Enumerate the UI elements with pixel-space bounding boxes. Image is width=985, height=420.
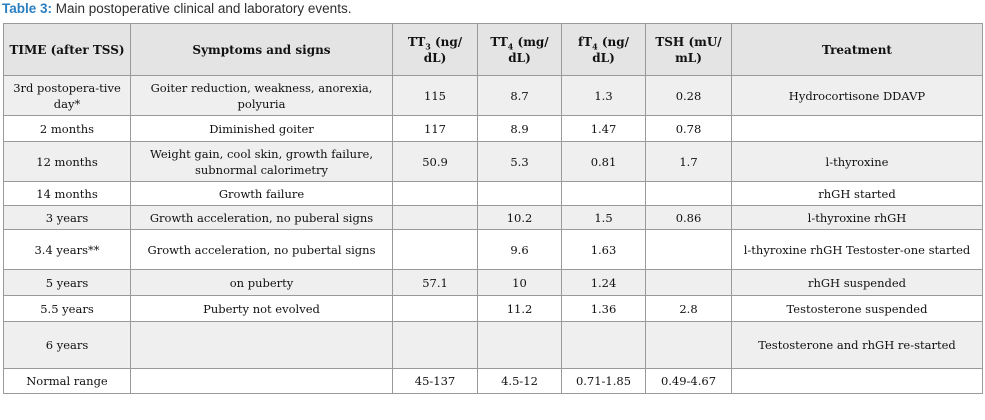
cell-ft4: 1.36 <box>561 295 646 322</box>
caption-text: Main postoperative clinical and laborato… <box>55 1 352 16</box>
table-row: 2 months Diminished goiter 117 8.9 1.47 0.78 <box>3 115 983 142</box>
header-tt4: TT4 (mg/ dL) <box>477 23 562 76</box>
cell-tsh: 0.86 <box>645 205 732 230</box>
cell-tt3: 115 <box>392 75 478 116</box>
cell-tt4: 8.9 <box>477 115 562 142</box>
table-caption: Table 3: Main postoperative clinical and… <box>2 0 351 18</box>
cell-treatment: Testosterone suspended <box>731 295 983 322</box>
cell-tsh: 1.7 <box>645 141 732 182</box>
cell-symptoms <box>130 368 393 394</box>
cell-tt3: 45-137 <box>392 368 478 394</box>
cell-treatment: Hydrocortisone DDAVP <box>731 75 983 116</box>
cell-ft4: 1.47 <box>561 115 646 142</box>
cell-symptoms: Weight gain, cool skin, growth failure, … <box>130 141 393 182</box>
cell-time: 5.5 years <box>3 295 131 322</box>
table-row: 3.4 years** Growth acceleration, no puber… <box>3 229 983 270</box>
cell-symptoms: Growth acceleration, no puberal signs <box>130 205 393 230</box>
cell-tt4: 11.2 <box>477 295 562 322</box>
cell-tt3: 50.9 <box>392 141 478 182</box>
cell-ft4: 1.24 <box>561 269 646 296</box>
cell-symptoms: on puberty <box>130 269 393 296</box>
cell-symptoms: Growth acceleration, no pubertal signs <box>130 229 393 270</box>
cell-symptoms: Growth failure <box>130 181 393 206</box>
cell-tt3 <box>392 181 478 206</box>
cell-tt4 <box>477 321 562 369</box>
table-row: 3rd postopera-tive day* Goiter reduction,… <box>3 75 983 116</box>
cell-symptoms: Puberty not evolved <box>130 295 393 322</box>
cell-tsh: 0.28 <box>645 75 732 116</box>
cell-ft4: 1.5 <box>561 205 646 230</box>
cell-treatment <box>731 368 983 394</box>
header-row: TIME (after TSS) Symptoms and signs TT3 … <box>3 23 983 76</box>
table-row: 6 years Testosterone and rhGH re-started <box>3 321 983 369</box>
cell-symptoms: Goiter reduction, weakness, anorexia, po… <box>130 75 393 116</box>
cell-tsh: 0.49-4.67 <box>645 368 732 394</box>
cell-time: 14 months <box>3 181 131 206</box>
cell-treatment: l-thyroxine rhGH <box>731 205 983 230</box>
cell-tsh <box>645 181 732 206</box>
table-row: 5 years on puberty 57.1 10 1.24 rhGH suspende… <box>3 269 983 296</box>
cell-time: 6 years <box>3 321 131 369</box>
cell-tsh <box>645 229 732 270</box>
cell-tt4: 10.2 <box>477 205 562 230</box>
cell-time: 3rd postopera-tive day* <box>3 75 131 116</box>
cell-tsh: 0.78 <box>645 115 732 142</box>
cell-tt3 <box>392 295 478 322</box>
header-ft4: fT4 (ng/ dL) <box>561 23 646 76</box>
table-row: 14 months Growth failure rhGH started <box>3 181 983 206</box>
cell-time: 3.4 years** <box>3 229 131 270</box>
cell-time: 5 years <box>3 269 131 296</box>
table-row: Normal range 45-137 4.5-12 0.71-1.85 0.49-4.… <box>3 368 983 394</box>
cell-ft4 <box>561 181 646 206</box>
cell-tsh: 2.8 <box>645 295 732 322</box>
table-body: 3rd postopera-tive day* Goiter reduction,… <box>3 75 983 394</box>
cell-ft4: 1.63 <box>561 229 646 270</box>
table-row: 3 years Growth acceleration, no puberal s… <box>3 205 983 230</box>
cell-treatment: l-thyroxine <box>731 141 983 182</box>
cell-tt3 <box>392 205 478 230</box>
caption-label: Table 3: <box>2 1 53 16</box>
cell-tt4: 4.5-12 <box>477 368 562 394</box>
cell-tt3 <box>392 321 478 369</box>
cell-symptoms <box>130 321 393 369</box>
cell-tt3 <box>392 229 478 270</box>
cell-treatment: Testosterone and rhGH re-started <box>731 321 983 369</box>
cell-time: Normal range <box>3 368 131 394</box>
header-tt3: TT3 (ng/ dL) <box>392 23 478 76</box>
cell-tt4: 9.6 <box>477 229 562 270</box>
header-time: TIME (after TSS) <box>3 23 131 76</box>
cell-ft4: 1.3 <box>561 75 646 116</box>
cell-tt4: 10 <box>477 269 562 296</box>
table-row: 5.5 years Puberty not evolved 11.2 1.36 2.8 T… <box>3 295 983 322</box>
cell-tt4: 5.3 <box>477 141 562 182</box>
cell-treatment <box>731 115 983 142</box>
cell-tt4: 8.7 <box>477 75 562 116</box>
header-symptoms: Symptoms and signs <box>130 23 393 76</box>
postoperative-events-table: TIME (after TSS) Symptoms and signs TT3 … <box>3 23 983 394</box>
cell-ft4: 0.71-1.85 <box>561 368 646 394</box>
cell-time: 2 months <box>3 115 131 142</box>
cell-tsh <box>645 269 732 296</box>
cell-tt4 <box>477 181 562 206</box>
cell-tt3: 117 <box>392 115 478 142</box>
table-row: 12 months Weight gain, cool skin, growth … <box>3 141 983 182</box>
cell-symptoms: Diminished goiter <box>130 115 393 142</box>
cell-tsh <box>645 321 732 369</box>
cell-ft4 <box>561 321 646 369</box>
cell-time: 3 years <box>3 205 131 230</box>
cell-treatment: l-thyroxine rhGH Testoster-one started <box>731 229 983 270</box>
header-tsh: TSH (mU/ mL) <box>645 23 732 76</box>
cell-time: 12 months <box>3 141 131 182</box>
cell-ft4: 0.81 <box>561 141 646 182</box>
cell-tt3: 57.1 <box>392 269 478 296</box>
header-treatment: Treatment <box>731 23 983 76</box>
cell-treatment: rhGH suspended <box>731 269 983 296</box>
cell-treatment: rhGH started <box>731 181 983 206</box>
